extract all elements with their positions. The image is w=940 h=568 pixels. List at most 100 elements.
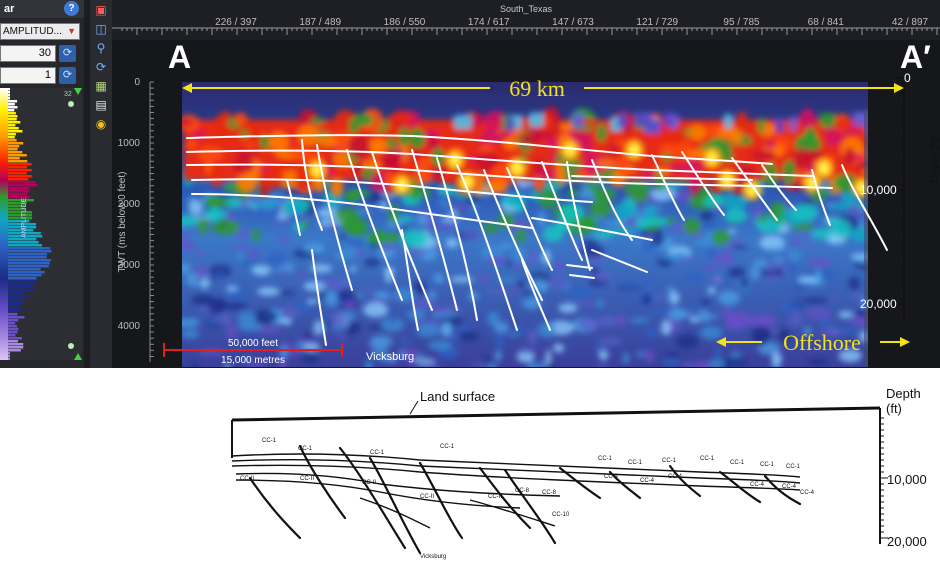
fault-line[interactable] <box>569 274 595 279</box>
formation-label: CC-II <box>300 476 314 482</box>
fault-line[interactable] <box>456 164 518 331</box>
distance-arrow: 69 km <box>182 76 904 101</box>
histogram-bar <box>8 100 18 103</box>
horizon-line[interactable] <box>191 178 593 203</box>
formation-label: CC-4 <box>604 474 619 480</box>
zoom-fit-icon[interactable]: ◫ <box>95 22 107 36</box>
histogram-bar <box>8 259 51 262</box>
min-marker-icon[interactable] <box>74 353 82 360</box>
horizon-line[interactable] <box>591 249 648 273</box>
histogram-bar <box>8 355 10 358</box>
histogram-bar <box>8 190 30 193</box>
histogram-bar <box>8 322 16 325</box>
screenshot-icon[interactable]: ◉ <box>95 117 107 131</box>
offshore-label: Offshore <box>783 330 861 355</box>
fault-line[interactable] <box>681 151 725 216</box>
scale-bar: 50,000 feet 15,000 metres <box>163 338 343 366</box>
fault-line[interactable] <box>483 169 543 301</box>
histogram-bar <box>8 157 20 160</box>
histogram-bar <box>8 88 10 91</box>
cross-section-depth-axis: Depth (ft) 10,000 20,000 <box>879 386 927 549</box>
twt-tick-label: 3000 <box>118 260 141 271</box>
histogram-bar <box>8 346 24 349</box>
histogram-bar <box>8 268 41 271</box>
horizon-line[interactable] <box>186 134 773 165</box>
histogram-bar <box>8 334 16 337</box>
fault-line[interactable] <box>841 164 888 251</box>
depth-tick-20000: 20,000 <box>887 534 927 549</box>
fault-line[interactable] <box>811 169 831 226</box>
color-scale-bar[interactable] <box>0 88 8 360</box>
fault-line[interactable] <box>761 164 797 211</box>
histogram-bar <box>8 133 16 136</box>
fault-line[interactable] <box>731 157 778 221</box>
select-icon[interactable]: ▣ <box>95 3 107 17</box>
histogram-bar <box>8 181 36 184</box>
horizon-line[interactable] <box>531 217 653 241</box>
histogram-bar <box>8 295 31 298</box>
fault-line[interactable] <box>286 179 301 236</box>
formation-label: CC-1 <box>298 446 313 452</box>
range-field-2[interactable]: 1 <box>0 67 56 84</box>
fault-line[interactable] <box>566 161 591 271</box>
fault-line[interactable] <box>346 149 403 301</box>
trace-label: 187 / 489 <box>299 17 341 28</box>
fault-line[interactable] <box>401 229 419 331</box>
fault-line[interactable] <box>566 264 593 269</box>
horizon-line[interactable] <box>186 149 813 177</box>
histogram-bar <box>8 217 32 220</box>
refresh-icon[interactable]: ⟳ <box>95 60 107 74</box>
fault-line[interactable] <box>591 159 633 241</box>
trace-label: 174 / 617 <box>468 17 510 28</box>
trace-label: 42 / 897 <box>892 17 929 28</box>
colorbar-axis-label: AMPLITUDE <box>21 198 28 238</box>
formation-label: CC-4 <box>750 482 765 488</box>
help-icon[interactable]: ? <box>64 1 79 16</box>
zoom-icon[interactable] <box>68 101 74 107</box>
histogram-bar <box>8 136 15 139</box>
colorbar-panel-header: ar ? <box>0 0 84 18</box>
max-marker-icon[interactable] <box>74 88 82 95</box>
twt-tick-label: 0 <box>134 77 140 88</box>
horizon-line[interactable] <box>191 193 533 229</box>
seismic-section[interactable] <box>174 82 914 368</box>
histogram-bar <box>8 253 47 256</box>
histogram-bar <box>8 226 37 229</box>
histogram-bar <box>8 298 22 301</box>
fault-line[interactable] <box>506 167 553 271</box>
horizon-line[interactable] <box>186 163 833 189</box>
histogram-bar <box>8 187 30 190</box>
measure-icon[interactable]: ▦ <box>95 79 107 93</box>
fault-line[interactable] <box>371 151 433 311</box>
histogram-bar <box>8 169 32 172</box>
fault-line[interactable] <box>311 249 327 346</box>
histogram-bar <box>8 301 25 304</box>
fault-line[interactable] <box>436 157 478 321</box>
seismic-view[interactable]: South_Texas 226 / 397 187 / 489 186 / 550 1… <box>112 0 940 368</box>
seismic-canvas[interactable]: South_Texas 226 / 397 187 / 489 186 / 550 1… <box>112 0 940 368</box>
refresh-icon[interactable]: ⟳ <box>59 45 76 62</box>
attribute-select[interactable]: AMPLITUD... ▼ <box>0 23 80 40</box>
survey-name: South_Texas <box>500 4 553 14</box>
vertical-toolbar: ▣ ◫ ⚲ ⟳ ▦ ▤ ◉ <box>90 0 112 368</box>
fault-line[interactable] <box>301 139 323 231</box>
histogram-bar <box>8 292 24 295</box>
twt-axis-label: TWT (ms below 0 feet) <box>117 172 128 273</box>
interpreted-faults[interactable] <box>186 134 888 346</box>
refresh-icon[interactable]: ⟳ <box>59 67 76 84</box>
histogram-bar <box>8 139 17 142</box>
zoom-icon[interactable] <box>68 343 74 349</box>
attribute-select-value: AMPLITUD... <box>3 26 62 37</box>
fault-line[interactable] <box>521 259 551 331</box>
histogram-bar <box>8 343 24 346</box>
fault-line[interactable] <box>316 144 353 291</box>
fault-line[interactable] <box>411 149 458 311</box>
histogram-bar <box>8 229 34 232</box>
range-field-1[interactable]: 30 <box>0 45 56 62</box>
fault-line[interactable] <box>651 154 685 221</box>
ruler-icon[interactable]: ▤ <box>95 98 107 112</box>
colorbar-panel: ar ? AMPLITUD... ▼ 30 ⟳ 1 ⟳ <box>0 0 84 368</box>
formation-label: CC-1 <box>786 464 801 470</box>
zoom-in-icon[interactable]: ⚲ <box>96 41 106 55</box>
fault-line[interactable] <box>541 161 583 261</box>
